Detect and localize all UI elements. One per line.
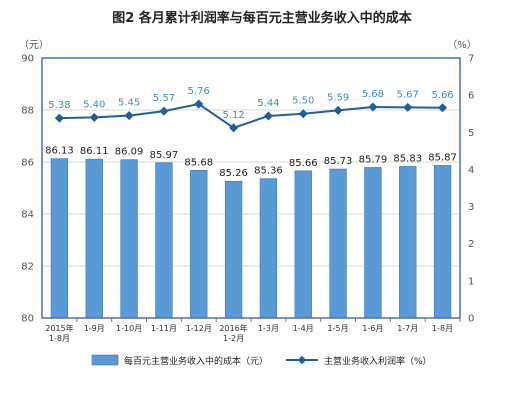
bar-value-label: 85.36	[254, 166, 283, 177]
profit-rate-line	[59, 102, 443, 129]
x-axis-tick-label: 1-11月	[151, 324, 177, 333]
line-point-6	[229, 123, 239, 133]
legend-bar-swatch	[91, 354, 119, 366]
line-point-8	[298, 109, 308, 119]
chart-title: 图2 各月累计利润率与每百元主营业务收入中的成本	[112, 10, 412, 26]
line-point-9	[333, 105, 343, 115]
left-axis-tick-label: 86	[21, 158, 34, 169]
line-point-3	[124, 111, 134, 121]
line-value-label: 5.44	[257, 98, 279, 109]
right-axis-tick-label: 7	[468, 54, 474, 65]
left-axis-tick-label: 82	[21, 262, 34, 273]
line-point-2	[89, 112, 99, 122]
left-axis-unit: （元）	[19, 39, 49, 51]
bar-value-label: 85.97	[150, 150, 179, 161]
line-point-4	[159, 106, 169, 116]
x-axis-tick-label: 1-10月	[116, 324, 142, 333]
right-axis-tick-label: 4	[468, 165, 474, 176]
bar-value-label: 86.13	[45, 146, 74, 157]
line-value-label: 5.76	[188, 86, 210, 97]
line-value-label: 5.66	[431, 90, 453, 101]
bar-value-label: 86.09	[115, 147, 144, 158]
bar-9	[329, 168, 347, 319]
right-axis-tick-label: 1	[468, 276, 474, 287]
bar-value-label: 85.68	[184, 157, 213, 168]
line-value-label: 5.57	[153, 93, 175, 104]
left-axis-tick-label: 90	[21, 54, 34, 65]
bar-12	[433, 165, 452, 319]
left-axis-tick-label: 80	[21, 314, 34, 325]
line-point-5	[194, 99, 204, 109]
bar-value-label: 85.66	[289, 158, 318, 169]
right-axis-tick-label: 6	[468, 91, 474, 102]
line-value-label: 5.40	[83, 99, 105, 110]
bar-value-label: 85.79	[359, 154, 388, 165]
x-axis-tick-label: 1-8月	[49, 334, 70, 343]
right-axis-tick-label: 2	[468, 239, 474, 250]
line-point-7	[263, 111, 273, 121]
line-point-10	[368, 102, 378, 112]
bar-11	[399, 166, 417, 319]
right-axis-unit: （%）	[447, 39, 477, 51]
bar-7	[259, 178, 278, 319]
line-value-label: 5.67	[397, 89, 419, 100]
left-axis-tick-label: 84	[21, 210, 34, 221]
x-axis-tick-label: 2015年	[45, 323, 73, 333]
right-axis-tick-label: 5	[468, 128, 474, 139]
legend-line-label: 主营业务收入利润率（%）	[324, 355, 432, 367]
right-axis-tick-label: 3	[468, 202, 474, 213]
x-axis-tick-label: 1-2月	[223, 334, 244, 343]
line-value-label: 5.38	[48, 100, 70, 111]
right-axis-tick-label: 0	[468, 314, 474, 325]
line-point-1	[54, 113, 64, 123]
x-axis-tick-label: 1-9月	[84, 324, 105, 333]
x-axis-tick-label: 1-4月	[293, 324, 314, 333]
bar-value-label: 85.26	[219, 168, 248, 179]
x-axis-tick-label: 1-6月	[362, 324, 383, 333]
line-value-label: 5.68	[362, 89, 384, 100]
x-axis-tick-label: 1-5月	[328, 324, 349, 333]
bar-10	[364, 167, 382, 319]
x-axis-tick-label: 1-3月	[258, 324, 279, 333]
bar-3	[120, 159, 138, 319]
line-value-label: 5.50	[292, 96, 314, 107]
bar-value-label: 86.11	[80, 146, 109, 157]
bar-8	[294, 170, 312, 319]
x-axis-tick-label: 1-12月	[186, 324, 212, 333]
line-value-label: 5.45	[118, 98, 140, 109]
bar-value-label: 85.73	[324, 156, 353, 167]
x-axis-tick-label: 2016年	[219, 323, 247, 333]
legend-line-marker	[297, 355, 307, 365]
bar-1	[50, 158, 69, 319]
legend: 每百元主营业务收入中的成本（元） 主营业务收入利润率（%）	[91, 354, 432, 367]
line-value-label: 5.12	[222, 110, 244, 121]
bar-6	[224, 180, 243, 319]
plot-area: 80 82 84 86 88 90 0 1 2 3 4 5 6 7 86.13 86.11 86.09 85.97…	[21, 54, 474, 344]
line-point-12	[438, 103, 448, 113]
line-value-label: 5.59	[327, 92, 349, 103]
bar-value-label: 85.83	[393, 153, 422, 164]
bar-2	[85, 158, 103, 319]
x-axis-tick-label: 1-8月	[432, 324, 453, 333]
bar-5	[190, 170, 208, 319]
left-axis-tick-label: 88	[21, 106, 34, 117]
x-axis-tick-label: 1-7月	[397, 324, 418, 333]
line-point-11	[403, 102, 413, 112]
legend-bar-label: 每百元主营业务收入中的成本（元）	[124, 355, 268, 367]
bar-4	[155, 162, 173, 319]
bar-value-label: 85.87	[428, 152, 457, 163]
